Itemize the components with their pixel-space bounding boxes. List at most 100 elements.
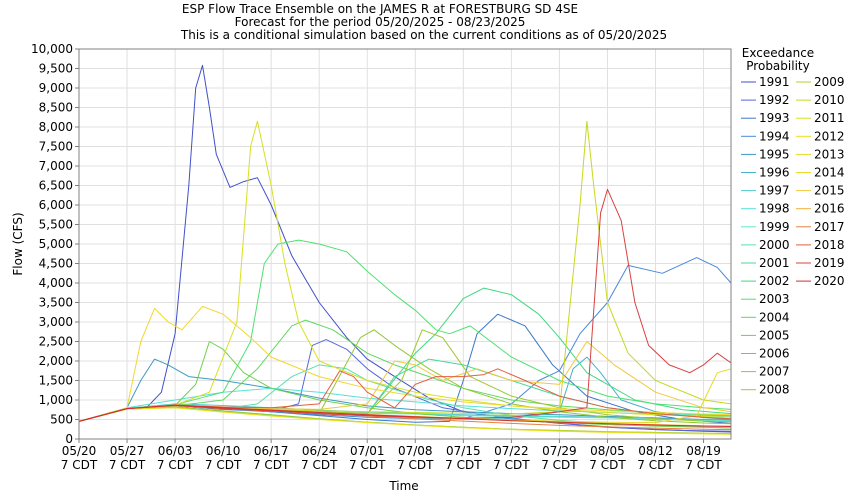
x-tick-sublabel: 7 CDT: [637, 458, 674, 472]
chart-condition-line: This is a conditional simulation based o…: [180, 28, 667, 42]
y-tick-label: 3,500: [39, 296, 73, 310]
x-tick-label: 05/27: [110, 444, 145, 458]
x-tick-sublabel: 7 CDT: [349, 458, 386, 472]
legend-item-2010: 2010: [796, 93, 845, 107]
legend-label: 2013: [814, 147, 845, 161]
legend-item-2014: 2014: [796, 166, 845, 180]
series-line-1998: [78, 387, 732, 422]
legend-item-2017: 2017: [796, 220, 845, 234]
y-axis: 0 500 1,000 1,500 2,000 2,500 3,000 3,500 4,000 4…: [31, 42, 79, 446]
legend-label: 1999: [759, 220, 790, 234]
series-line-2003: [78, 239, 732, 422]
legend-item-2008: 2008: [741, 383, 790, 397]
legend-label: 2007: [759, 365, 790, 379]
legend-item-2003: 2003: [741, 292, 790, 306]
series-line-2011: [78, 120, 732, 422]
y-tick-label: 2,000: [39, 354, 73, 368]
legend-item-2015: 2015: [796, 184, 845, 198]
y-tick-label: 2,500: [39, 335, 73, 349]
x-tick-label: 07/01: [350, 444, 385, 458]
legend-label: 2020: [814, 274, 845, 288]
legend-item-2005: 2005: [741, 328, 790, 342]
series-line-2018: [78, 368, 732, 422]
x-tick-sublabel: 7 CDT: [109, 458, 146, 472]
legend-label: 1994: [759, 129, 790, 143]
x-tick-sublabel: 7 CDT: [541, 458, 578, 472]
legend-item-2002: 2002: [741, 274, 790, 288]
x-tick-label: 06/03: [158, 444, 193, 458]
y-tick-label: 9,500: [39, 62, 73, 76]
series-line-2007: [78, 329, 732, 425]
legend-item-1996: 1996: [741, 166, 790, 180]
series-line-2014: [78, 305, 732, 422]
series-line-1995: [78, 358, 732, 422]
legend-label: 2009: [814, 75, 845, 89]
x-tick-sublabel: 7 CDT: [397, 458, 434, 472]
x-tick-sublabel: 7 CDT: [61, 458, 98, 472]
x-tick-label: 06/24: [302, 444, 337, 458]
legend-item-1999: 1999: [741, 220, 790, 234]
legend-item-2013: 2013: [796, 147, 845, 161]
legend-label: 2015: [814, 184, 845, 198]
legend-label: 2005: [759, 328, 790, 342]
x-tick-label: 06/10: [206, 444, 241, 458]
legend-label: 2016: [814, 202, 845, 216]
series-line-2020: [78, 404, 732, 427]
y-tick-label: 8,000: [39, 120, 73, 134]
x-tick-label: 07/08: [398, 444, 433, 458]
x-tick-label: 06/17: [254, 444, 289, 458]
legend-item-2018: 2018: [796, 238, 845, 252]
x-tick-sublabel: 7 CDT: [589, 458, 626, 472]
legend-item-1991: 1991: [741, 75, 790, 89]
legend-item-2009: 2009: [796, 75, 845, 89]
series-lines: [78, 64, 732, 435]
x-tick-label: 08/05: [590, 444, 625, 458]
y-tick-label: 1,000: [39, 393, 73, 407]
x-tick-sublabel: 7 CDT: [157, 458, 194, 472]
x-tick-label: 05/20: [62, 444, 97, 458]
y-tick-label: 500: [50, 413, 73, 427]
y-axis-label: Flow (CFS): [11, 212, 25, 275]
y-tick-label: 0: [65, 432, 73, 446]
y-tick-label: 4,500: [39, 257, 73, 271]
legend-item-2001: 2001: [741, 256, 790, 270]
y-tick-label: 4,000: [39, 276, 73, 290]
legend-label: 2014: [814, 166, 845, 180]
legend: Exceedance Probability 19911992199319941…: [741, 46, 845, 397]
legend-item-2006: 2006: [741, 347, 790, 361]
legend-item-2016: 2016: [796, 202, 845, 216]
legend-label: 1996: [759, 166, 790, 180]
legend-item-2020: 2020: [796, 274, 845, 288]
legend-items: 1991 1992 1993 1994 1995 1996 1997 1998 1999 2000…: [741, 75, 845, 397]
legend-title-line-2: Probability: [746, 59, 809, 73]
legend-label: 2002: [759, 274, 790, 288]
legend-label: 2004: [759, 310, 790, 324]
y-tick-label: 7,500: [39, 140, 73, 154]
y-tick-label: 1,500: [39, 374, 73, 388]
legend-label: 1992: [759, 93, 790, 107]
x-tick-sublabel: 7 CDT: [445, 458, 482, 472]
y-tick-label: 6,500: [39, 179, 73, 193]
x-tick-label: 08/12: [638, 444, 673, 458]
legend-item-1998: 1998: [741, 202, 790, 216]
x-tick-sublabel: 7 CDT: [493, 458, 530, 472]
legend-label: 2011: [814, 111, 845, 125]
series-line-2019: [78, 188, 732, 422]
legend-label: 2008: [759, 383, 790, 397]
legend-item-2007: 2007: [741, 365, 790, 379]
legend-label: 1998: [759, 202, 790, 216]
x-tick-label: 07/29: [542, 444, 577, 458]
legend-label: 1997: [759, 184, 790, 198]
series-line-2005: [78, 341, 732, 429]
x-tick-label: 07/22: [494, 444, 529, 458]
series-line-2012: [78, 407, 732, 435]
legend-label: 2018: [814, 238, 845, 252]
y-tick-label: 3,000: [39, 315, 73, 329]
x-tick-sublabel: 7 CDT: [205, 458, 242, 472]
y-tick-label: 8,500: [39, 101, 73, 115]
y-tick-label: 5,000: [39, 237, 73, 251]
legend-item-1992: 1992: [741, 93, 790, 107]
grid-lines: [78, 48, 731, 440]
series-line-2004: [78, 319, 732, 422]
